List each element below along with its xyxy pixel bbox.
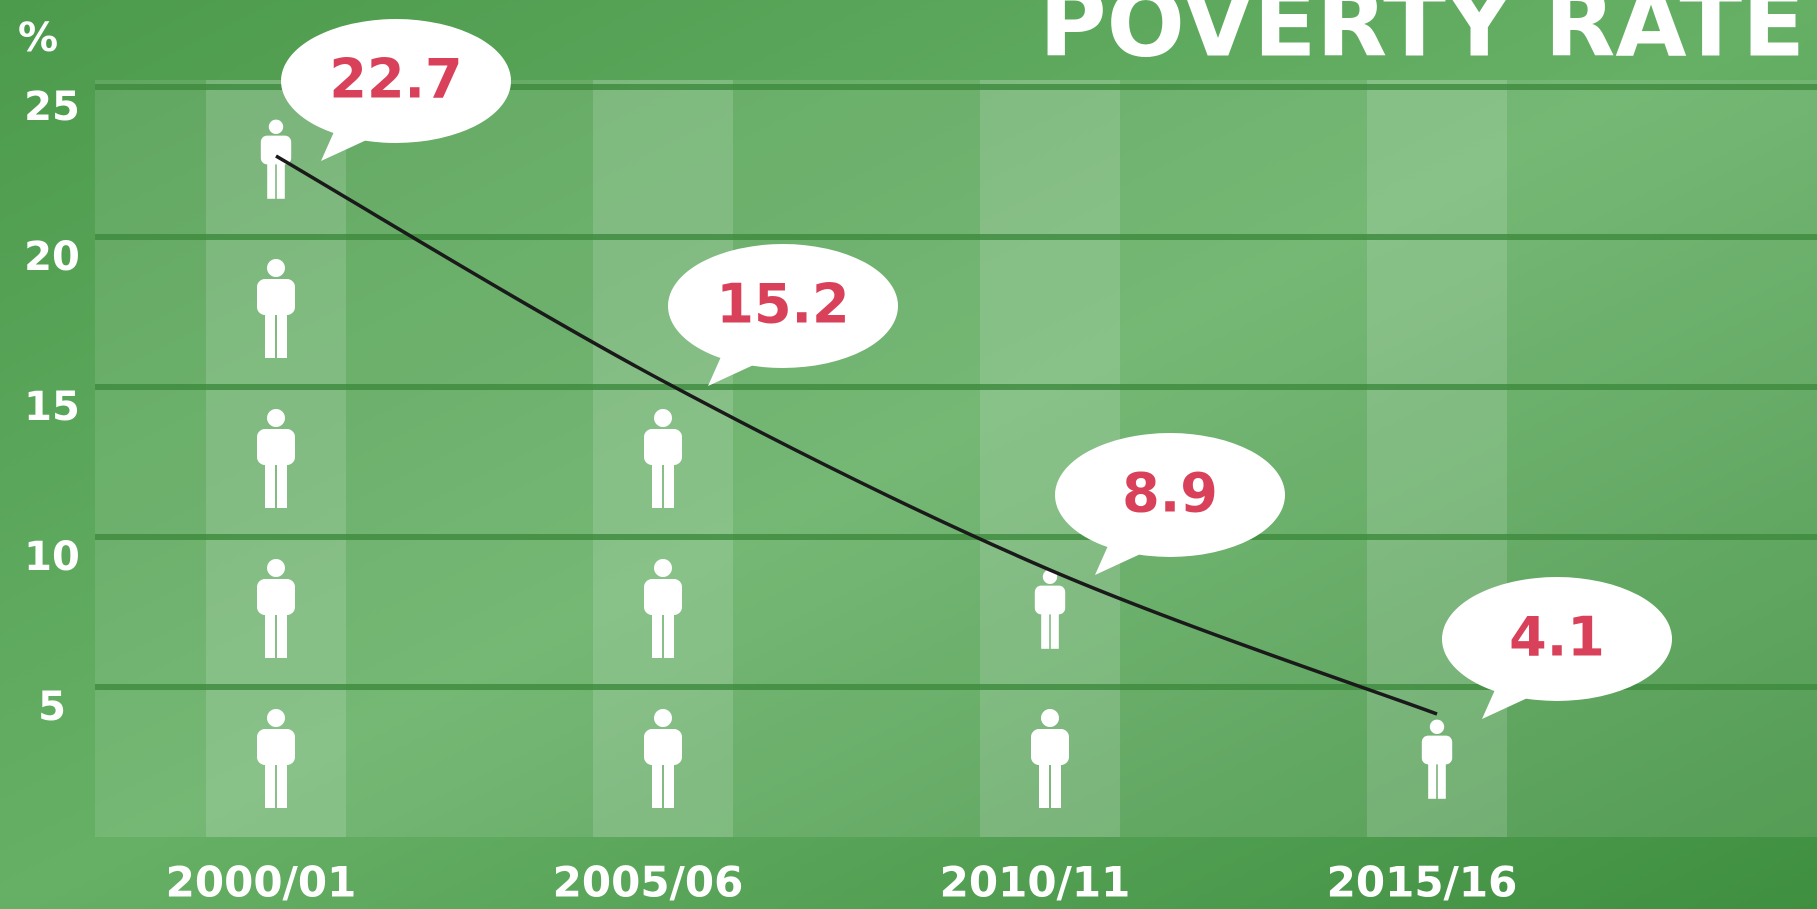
value-label: 22.7: [329, 48, 462, 111]
y-tick-label: 10: [24, 534, 80, 580]
plot-area: [95, 80, 1817, 837]
y-tick-label: 25: [24, 84, 80, 130]
chart: POVERTY RATE % 5 10 15 20 25 2000/01 2005/06 20…: [0, 0, 1817, 909]
x-tick-label: 2015/16: [1327, 858, 1518, 907]
y-tick-label: 20: [24, 234, 80, 280]
y-axis-label: %: [18, 15, 58, 61]
y-tick-label: 5: [38, 684, 66, 730]
y-tick-label: 15: [24, 384, 80, 430]
value-label: 4.1: [1509, 606, 1605, 669]
x-tick-label: 2005/06: [553, 858, 744, 907]
value-label: 8.9: [1122, 462, 1218, 525]
page: {"chart_data": {"type": "line", "title":…: [0, 0, 1817, 909]
x-tick-label: 2000/01: [166, 858, 357, 907]
chart-title: POVERTY RATE: [1039, 0, 1805, 77]
x-tick-label: 2010/11: [940, 858, 1131, 907]
value-label: 15.2: [716, 273, 849, 336]
